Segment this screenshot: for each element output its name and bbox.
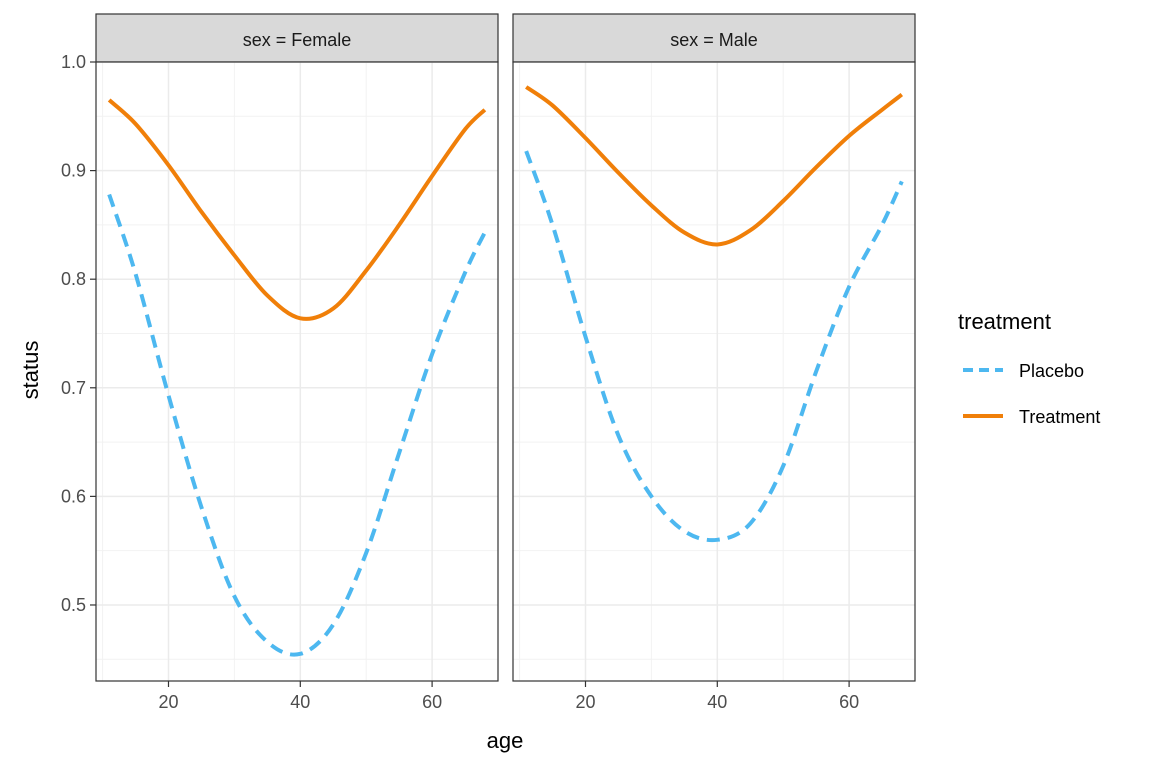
x-tick-label: 40 <box>707 692 727 712</box>
panel-background <box>513 62 915 681</box>
panel-border <box>95 61 499 682</box>
y-tick-label: 0.9 <box>61 161 86 181</box>
legend-label-treatment: Treatment <box>1019 407 1100 427</box>
facet-strip-label: sex = Female <box>243 30 352 50</box>
series-line-placebo <box>107 193 487 657</box>
y-tick-label: 0.7 <box>61 378 86 398</box>
panel-sex-female: sex = Female 20 40 60 <box>95 13 499 712</box>
x-axis-title: age <box>487 728 524 753</box>
y-tick-label: 1.0 <box>61 52 86 72</box>
x-tick-label: 60 <box>839 692 859 712</box>
x-tick-label: 20 <box>158 692 178 712</box>
facet-strip <box>95 13 499 63</box>
series-line-treatment <box>107 98 487 321</box>
y-tick-label: 0.6 <box>61 486 86 506</box>
legend-title: treatment <box>958 309 1051 334</box>
panel-background <box>96 62 498 681</box>
legend-label-placebo: Placebo <box>1019 361 1084 381</box>
legend: treatment Placebo Treatment <box>958 309 1100 427</box>
series-line-treatment <box>525 85 904 247</box>
facet-strip-label: sex = Male <box>670 30 758 50</box>
y-tick-label: 0.8 <box>61 269 86 289</box>
x-tick-label: 20 <box>575 692 595 712</box>
y-tick-label: 0.5 <box>61 595 86 615</box>
panel-border <box>512 61 916 682</box>
facet-strip <box>512 13 916 63</box>
panel-sex-male: sex = Male 20 40 60 <box>512 13 916 712</box>
x-tick-label: 40 <box>290 692 310 712</box>
y-axis-title: status <box>18 341 43 400</box>
series-line-placebo <box>524 150 904 543</box>
x-tick-label: 60 <box>422 692 442 712</box>
